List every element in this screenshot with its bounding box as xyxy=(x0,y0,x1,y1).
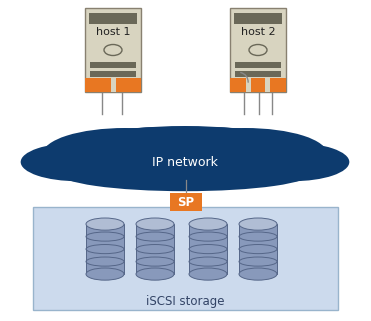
Bar xyxy=(235,71,281,77)
Ellipse shape xyxy=(86,268,124,280)
Bar xyxy=(235,62,281,68)
Bar xyxy=(85,78,141,92)
Text: SP: SP xyxy=(177,195,194,209)
Bar xyxy=(136,224,174,274)
Bar xyxy=(246,78,251,92)
Bar xyxy=(111,78,116,92)
Ellipse shape xyxy=(59,155,311,191)
Ellipse shape xyxy=(239,218,277,230)
Bar xyxy=(189,224,227,274)
Ellipse shape xyxy=(239,268,277,280)
Ellipse shape xyxy=(86,218,124,230)
Ellipse shape xyxy=(78,127,236,177)
Bar xyxy=(90,62,136,68)
Ellipse shape xyxy=(236,143,349,181)
Text: host 1: host 1 xyxy=(96,27,130,37)
Bar xyxy=(239,224,277,274)
Ellipse shape xyxy=(134,127,292,177)
Ellipse shape xyxy=(51,126,319,190)
Bar xyxy=(90,71,136,77)
Bar xyxy=(89,13,137,24)
Bar xyxy=(85,8,141,92)
Text: host 2: host 2 xyxy=(241,27,275,37)
Bar xyxy=(33,207,338,310)
Bar xyxy=(234,13,282,24)
Bar xyxy=(230,8,286,92)
Bar xyxy=(86,224,124,274)
Ellipse shape xyxy=(136,268,174,280)
Text: IP network: IP network xyxy=(152,157,218,169)
Ellipse shape xyxy=(136,218,174,230)
Ellipse shape xyxy=(163,128,327,180)
Text: iSCSI storage: iSCSI storage xyxy=(146,294,225,308)
Bar xyxy=(265,78,270,92)
Ellipse shape xyxy=(189,268,227,280)
Bar xyxy=(170,193,202,211)
FancyArrowPatch shape xyxy=(241,73,248,82)
Ellipse shape xyxy=(21,143,134,181)
Ellipse shape xyxy=(43,128,207,180)
Bar xyxy=(230,78,286,92)
Ellipse shape xyxy=(189,218,227,230)
